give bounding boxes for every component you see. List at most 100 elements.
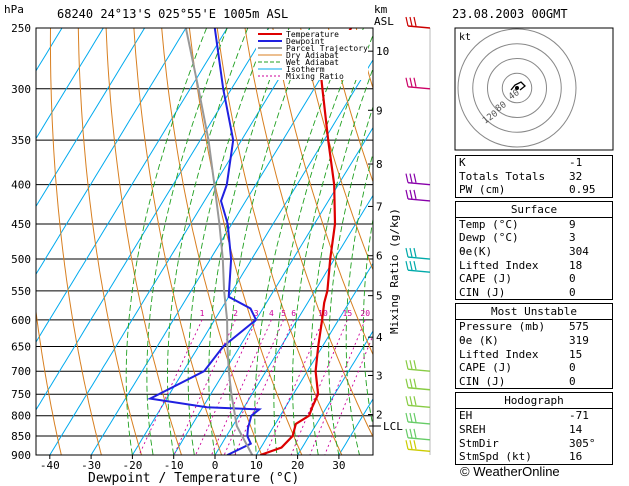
stats-row: CIN (J) 0 [456, 375, 612, 389]
hodograph-ring [487, 58, 547, 118]
series-temperature [260, 28, 353, 455]
wind-barb-shaft [407, 387, 431, 391]
stats-row-label: CAPE (J) [459, 361, 512, 375]
wind-barb-flag [409, 360, 413, 370]
stats-row-value: 319 [569, 333, 589, 347]
wind-barb-flag [405, 396, 409, 406]
mixing-ratio-line [195, 319, 257, 455]
km-tick-label: 10 [376, 45, 389, 58]
mixing-ratio-line [211, 319, 272, 455]
wind-barb-flag [405, 77, 409, 87]
stats-row-label: CAPE (J) [459, 272, 512, 286]
pressure-tick-label: 550 [11, 285, 31, 298]
wind-barb-flag [405, 189, 409, 200]
wind-barb-flag [413, 360, 417, 370]
stats-row: Totals Totals 32 [456, 170, 612, 184]
km-tick-label: 9 [376, 104, 383, 117]
isotherm-line [255, 262, 373, 455]
pressure-tick-label: 350 [11, 134, 31, 147]
wind-barb-flag [413, 396, 417, 406]
series-parcel-trajectory [184, 28, 254, 455]
y-axis-label: hPa [4, 3, 24, 16]
km-tick-label: 7 [376, 200, 383, 213]
wind-barb-flag [405, 378, 409, 388]
legend-label: Mixing Ratio [286, 72, 344, 81]
stats-row: PW (cm) 0.95 [456, 183, 612, 197]
stats-row-value: -71 [569, 409, 589, 423]
hodograph-header: Hodograph [456, 393, 612, 410]
pressure-tick-label: 850 [11, 430, 31, 443]
wind-barb-flag [409, 16, 413, 27]
stats-row: θe (K) 319 [456, 334, 612, 348]
wind-barb-flag [405, 428, 409, 438]
wind-barb-flag [405, 16, 409, 27]
mixing-ratio-value-label: 4 [269, 309, 274, 318]
legend-label: Dewpoint [286, 37, 325, 46]
isotherm-line [36, 28, 146, 208]
stats-row-label: Dewp (°C) [459, 231, 519, 245]
stats-row-value: 0 [569, 272, 576, 286]
wet-adiabat-line [292, 34, 373, 455]
dry-adiabat-line [272, 28, 373, 356]
mixing-ratio-value-label: 20 [360, 309, 370, 318]
km-tick-label: 4 [376, 331, 383, 344]
wind-barb-shaft [407, 198, 431, 202]
stats-row-label: θe (K) [459, 333, 499, 347]
hodograph-trace [510, 81, 526, 91]
km-tick-label: 3 [376, 369, 383, 382]
isotherm-line [49, 28, 311, 455]
wind-barb-shaft [407, 437, 431, 441]
temp-tick-label: 20 [291, 459, 304, 472]
dry-adiabat-line [77, 28, 142, 455]
stats-row-value: 9 [569, 217, 576, 231]
dry-adiabat-line [36, 307, 62, 455]
stats-row-label: SREH [459, 422, 486, 436]
temp-tick-label: 30 [332, 459, 345, 472]
stats-row-value: 18 [569, 258, 583, 272]
wind-barb-flag [413, 77, 417, 87]
stats-row-value: 16 [569, 450, 583, 464]
km-axis-label-2: ASL [374, 15, 394, 28]
temp-tick-label: -10 [164, 459, 184, 472]
stats-row: EH -71 [456, 409, 612, 423]
dry-adiabat-line [133, 28, 223, 455]
wind-barb-shaft [407, 86, 431, 90]
wet-adiabat-line [273, 28, 364, 455]
stats-row-label: θe(K) [459, 244, 493, 258]
wind-barb-shaft [407, 181, 431, 186]
temp-tick-label: -20 [122, 459, 142, 472]
wet-adiabat-line [229, 28, 311, 455]
stats-row-label: K [459, 156, 466, 169]
wind-barb-flag [413, 173, 417, 183]
chart-axes: 2503003504004505005506006507007508008509… [11, 22, 403, 472]
wind-barb-flag [413, 261, 417, 271]
dry-adiabat-line [300, 28, 373, 272]
pressure-tick-label: 700 [11, 365, 31, 378]
hodograph-ring [457, 28, 577, 148]
hodograph-ring [501, 72, 533, 104]
km-tick-label: 5 [376, 290, 383, 303]
wind-barb-flag [405, 173, 409, 183]
hodograph-ring [472, 43, 562, 133]
stats-surface-box: Surface Temp (°C) 9 Dewp (°C) 3 θe(K) 304 Lift… [455, 200, 613, 301]
stats-row-label: Temp (°C) [459, 217, 519, 231]
wind-barb-flag [405, 247, 409, 258]
stats-row: StmDir 305° [456, 437, 612, 451]
pressure-tick-label: 250 [11, 22, 31, 35]
stats-row-value: -1 [569, 156, 583, 169]
wet-adiabat-line [208, 28, 290, 455]
chart-series: 1 2 3 4 5 6 10 15 20 25 [146, 28, 370, 455]
mixing-ratio-value-label: 5 [281, 309, 286, 318]
pressure-tick-label: 650 [11, 341, 31, 354]
mixing-ratio-value-label: 3 [254, 309, 259, 318]
stats-row-label: StmSpd (kt) [459, 450, 532, 464]
wet-adiabat-line [345, 151, 373, 455]
wet-adiabat-line [362, 216, 373, 428]
wind-barb-flag [409, 189, 413, 200]
km-tick-label: 2 [376, 408, 383, 421]
wind-barb-shaft [407, 421, 431, 425]
chart-grid [36, 28, 373, 455]
wind-barbs [405, 16, 431, 455]
